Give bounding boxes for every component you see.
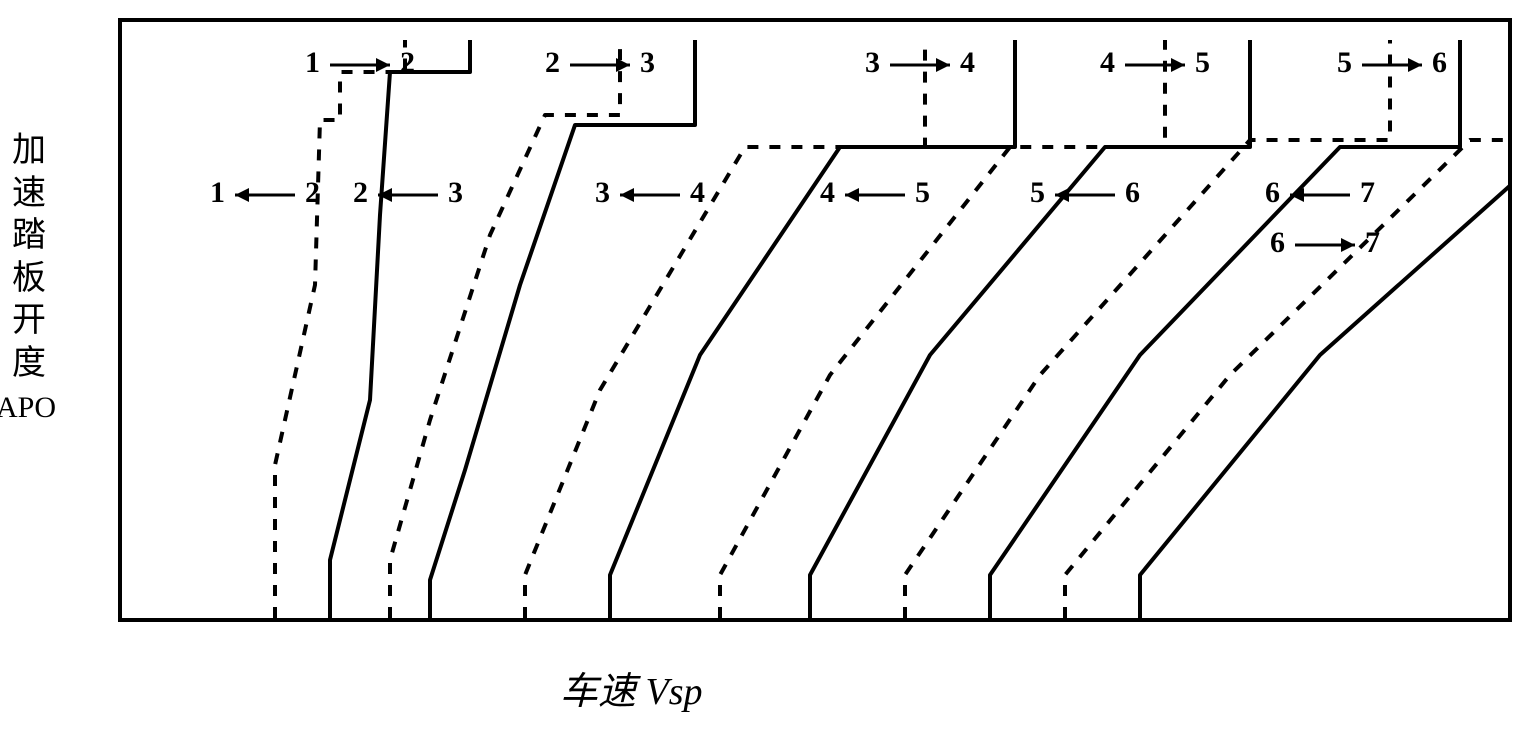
- svg-text:5: 5: [915, 176, 930, 209]
- shift-map-svg: 122334455612233445566767: [0, 0, 1536, 730]
- svg-text:2: 2: [353, 176, 368, 209]
- svg-text:4: 4: [960, 46, 975, 79]
- svg-text:7: 7: [1365, 226, 1380, 259]
- svg-text:1: 1: [305, 46, 320, 79]
- svg-text:7: 7: [1360, 176, 1375, 209]
- svg-text:4: 4: [820, 176, 835, 209]
- svg-text:3: 3: [640, 46, 655, 79]
- svg-text:3: 3: [865, 46, 880, 79]
- svg-text:6: 6: [1432, 46, 1447, 79]
- svg-text:2: 2: [545, 46, 560, 79]
- svg-text:1: 1: [210, 176, 225, 209]
- svg-text:6: 6: [1265, 176, 1280, 209]
- svg-text:6: 6: [1270, 226, 1285, 259]
- svg-text:2: 2: [400, 46, 415, 79]
- svg-text:6: 6: [1125, 176, 1140, 209]
- svg-text:3: 3: [595, 176, 610, 209]
- svg-text:5: 5: [1030, 176, 1045, 209]
- svg-text:5: 5: [1195, 46, 1210, 79]
- svg-text:3: 3: [448, 176, 463, 209]
- svg-text:4: 4: [690, 176, 705, 209]
- shift-map-diagram: 加速踏板开度 APO 车速 Vsp 1223344556122334455667…: [0, 0, 1536, 730]
- svg-text:2: 2: [305, 176, 320, 209]
- svg-text:4: 4: [1100, 46, 1115, 79]
- svg-text:5: 5: [1337, 46, 1352, 79]
